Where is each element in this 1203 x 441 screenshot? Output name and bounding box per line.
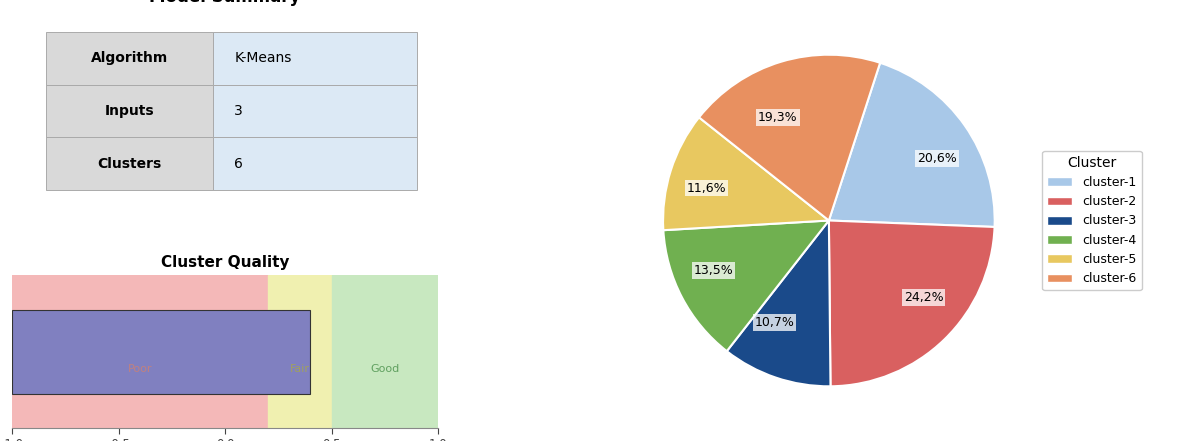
Text: 19,3%: 19,3% xyxy=(758,111,798,124)
Text: Poor: Poor xyxy=(128,364,152,374)
Text: 13,5%: 13,5% xyxy=(694,264,734,277)
Bar xyxy=(267,276,332,428)
Wedge shape xyxy=(829,220,995,386)
Text: Fair: Fair xyxy=(290,364,309,374)
Text: 24,2%: 24,2% xyxy=(903,292,943,304)
Title: Model Summary: Model Summary xyxy=(149,0,301,6)
Text: K-Means: K-Means xyxy=(235,51,291,65)
Text: 10,7%: 10,7% xyxy=(754,316,794,329)
Text: 6: 6 xyxy=(235,157,243,171)
Bar xyxy=(12,276,267,428)
Text: 3: 3 xyxy=(235,104,243,118)
FancyBboxPatch shape xyxy=(213,32,416,85)
Text: Inputs: Inputs xyxy=(105,104,154,118)
Wedge shape xyxy=(829,63,995,227)
Text: Algorithm: Algorithm xyxy=(91,51,168,65)
Wedge shape xyxy=(727,220,830,386)
FancyBboxPatch shape xyxy=(213,137,416,190)
Wedge shape xyxy=(663,220,829,351)
Text: 11,6%: 11,6% xyxy=(687,182,727,194)
Wedge shape xyxy=(699,55,881,220)
Legend: cluster-1, cluster-2, cluster-3, cluster-4, cluster-5, cluster-6: cluster-1, cluster-2, cluster-3, cluster… xyxy=(1042,151,1142,290)
Text: 20,6%: 20,6% xyxy=(918,152,958,165)
Title: Cluster Quality: Cluster Quality xyxy=(161,255,289,270)
Wedge shape xyxy=(663,117,829,230)
Bar xyxy=(332,276,438,428)
Text: Good: Good xyxy=(371,364,399,374)
FancyBboxPatch shape xyxy=(46,85,213,137)
FancyBboxPatch shape xyxy=(213,85,416,137)
FancyBboxPatch shape xyxy=(46,137,213,190)
Bar xyxy=(12,310,310,393)
Text: Clusters: Clusters xyxy=(97,157,161,171)
FancyBboxPatch shape xyxy=(46,32,213,85)
